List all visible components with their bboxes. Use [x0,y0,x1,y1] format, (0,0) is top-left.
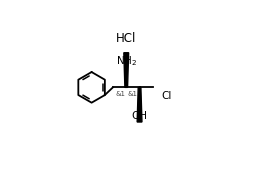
Polygon shape [124,53,129,87]
Polygon shape [137,87,142,122]
Text: Cl: Cl [162,91,172,101]
Text: OH: OH [132,111,148,121]
Text: &1: &1 [128,91,138,97]
Text: HCl: HCl [115,32,136,45]
Text: NH$_2$: NH$_2$ [116,54,137,68]
Text: &1: &1 [116,91,126,97]
